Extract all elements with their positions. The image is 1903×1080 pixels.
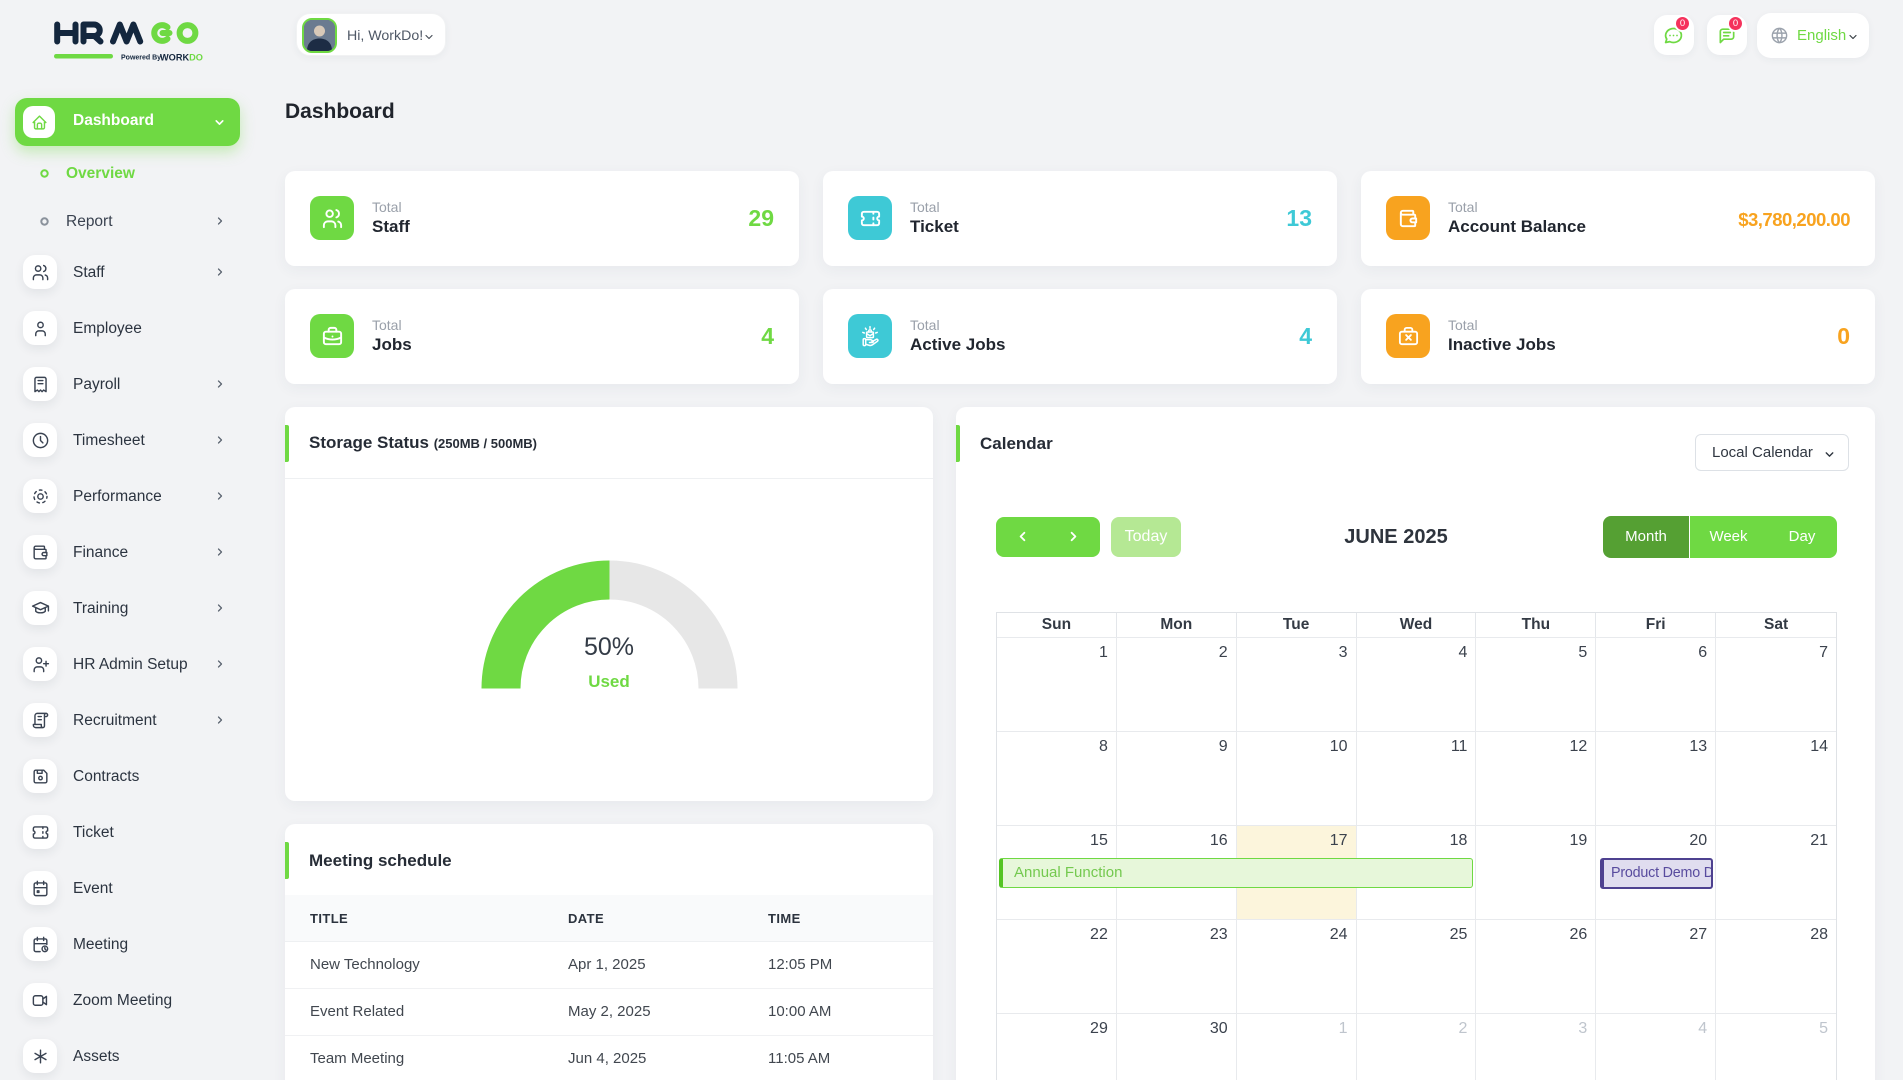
svg-text:WORKDO: WORKDO xyxy=(160,53,203,63)
svg-text:Powered By: Powered By xyxy=(121,55,161,62)
